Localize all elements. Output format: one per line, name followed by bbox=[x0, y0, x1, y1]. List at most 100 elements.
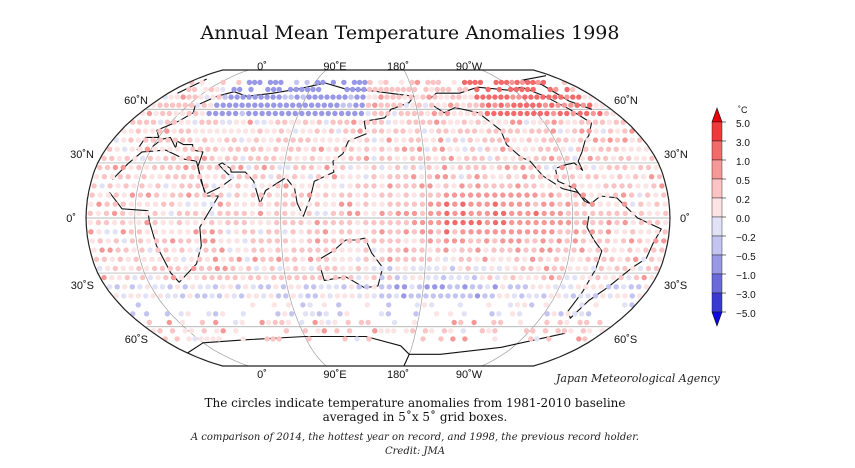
anomaly-circle bbox=[498, 102, 504, 108]
anomaly-circle bbox=[353, 102, 359, 108]
anomaly-circle bbox=[504, 293, 510, 299]
anomaly-circle bbox=[214, 86, 220, 93]
top-lon-label-90e: 90˚E bbox=[323, 61, 346, 73]
anomaly-circle bbox=[351, 79, 358, 86]
anomaly-circle bbox=[219, 311, 226, 317]
anomaly-circle bbox=[435, 192, 442, 198]
anomaly-circle bbox=[255, 155, 262, 162]
anomaly-circle bbox=[201, 274, 208, 281]
anomaly-circle bbox=[572, 274, 578, 281]
anomaly-circle bbox=[492, 284, 498, 290]
anomaly-circle bbox=[231, 137, 237, 143]
anomaly-circle bbox=[330, 79, 337, 86]
anomaly-circle bbox=[253, 137, 260, 143]
anomaly-circle bbox=[421, 128, 428, 134]
anomaly-circle bbox=[356, 79, 363, 86]
anomaly-circle bbox=[454, 102, 460, 108]
anomaly-circle bbox=[535, 79, 541, 86]
anomaly-circle bbox=[105, 192, 112, 198]
anomaly-circle bbox=[426, 256, 433, 262]
anomaly-circle bbox=[268, 174, 274, 180]
anomaly-circle bbox=[206, 311, 212, 317]
anomaly-circle bbox=[472, 79, 478, 86]
anomaly-circle bbox=[179, 319, 186, 326]
anomaly-circle bbox=[150, 119, 157, 125]
anomaly-circle bbox=[593, 256, 599, 262]
anomaly-circle bbox=[400, 86, 407, 93]
anomaly-circle bbox=[543, 265, 550, 272]
anomaly-circle bbox=[250, 128, 256, 134]
anomaly-circle bbox=[363, 183, 369, 189]
anomaly-circle bbox=[237, 86, 243, 93]
anomaly-circle bbox=[278, 274, 285, 281]
anomaly-circle bbox=[97, 192, 103, 198]
anomaly-circle bbox=[206, 265, 213, 272]
anomaly-circle bbox=[141, 256, 147, 262]
anomaly-circle bbox=[663, 219, 669, 226]
anomaly-circle bbox=[347, 247, 353, 253]
anomaly-circle bbox=[336, 128, 342, 134]
anomaly-circle bbox=[371, 146, 377, 152]
anomaly-circle bbox=[363, 247, 369, 253]
anomaly-circle bbox=[225, 219, 231, 226]
anomaly-circle bbox=[528, 164, 534, 171]
anomaly-circle bbox=[579, 183, 585, 189]
anomaly-circle bbox=[514, 256, 520, 262]
anomaly-circle bbox=[445, 293, 451, 299]
anomaly-circle bbox=[341, 79, 347, 86]
anomaly-circle bbox=[528, 336, 534, 342]
anomaly-circle bbox=[590, 219, 596, 226]
anomaly-circle bbox=[101, 256, 108, 262]
anomaly-circle bbox=[604, 238, 611, 244]
anomaly-circle bbox=[523, 247, 529, 253]
anomaly-circle bbox=[170, 238, 176, 244]
anomaly-circle bbox=[637, 164, 644, 171]
anomaly-circle bbox=[160, 210, 166, 217]
anomaly-circle bbox=[402, 265, 409, 272]
anomaly-circle bbox=[555, 183, 561, 189]
anomaly-circle bbox=[551, 265, 558, 272]
anomaly-circle bbox=[235, 146, 241, 152]
anomaly-circle bbox=[356, 155, 362, 162]
anomaly-circle bbox=[252, 102, 258, 108]
anomaly-circle bbox=[276, 336, 282, 342]
anomaly-circle bbox=[250, 284, 256, 290]
anomaly-circle bbox=[101, 274, 107, 281]
anomaly-circle bbox=[323, 119, 329, 125]
right-lat-label-60n: 60˚N bbox=[614, 95, 638, 107]
anomaly-circle bbox=[235, 247, 241, 253]
anomaly-circle bbox=[233, 328, 239, 334]
anomaly-circle bbox=[464, 274, 470, 281]
anomaly-circle bbox=[387, 247, 393, 253]
anomaly-circle bbox=[629, 293, 635, 299]
anomaly-circle bbox=[590, 110, 596, 117]
anomaly-circle bbox=[390, 94, 396, 100]
anomaly-circle bbox=[409, 146, 415, 152]
anomaly-circle bbox=[611, 247, 617, 253]
anomaly-circle bbox=[418, 265, 424, 272]
anomaly-circle bbox=[339, 256, 345, 262]
anomaly-circle bbox=[611, 183, 617, 189]
anomaly-circle bbox=[492, 229, 498, 235]
anomaly-circle bbox=[403, 210, 410, 217]
anomaly-circle bbox=[113, 137, 120, 143]
anomaly-circle bbox=[475, 192, 482, 198]
anomaly-circle bbox=[322, 210, 328, 217]
anomaly-circle bbox=[492, 102, 498, 108]
anomaly-circle bbox=[625, 256, 631, 262]
anomaly-circle bbox=[435, 238, 442, 244]
anomaly-circle bbox=[238, 137, 245, 143]
anomaly-circle bbox=[277, 102, 283, 108]
anomaly-circle bbox=[595, 155, 601, 162]
anomaly-circle bbox=[194, 137, 201, 143]
anomaly-circle bbox=[408, 94, 414, 100]
anomaly-circle bbox=[580, 238, 586, 244]
anomaly-circle bbox=[174, 94, 180, 100]
anomaly-circle bbox=[371, 201, 377, 207]
anomaly-circle bbox=[493, 79, 499, 86]
anomaly-circle bbox=[185, 128, 192, 134]
anomaly-circle bbox=[357, 128, 363, 134]
anomaly-circle bbox=[571, 183, 577, 189]
anomaly-circle bbox=[462, 336, 468, 342]
anomaly-circle bbox=[339, 174, 345, 180]
